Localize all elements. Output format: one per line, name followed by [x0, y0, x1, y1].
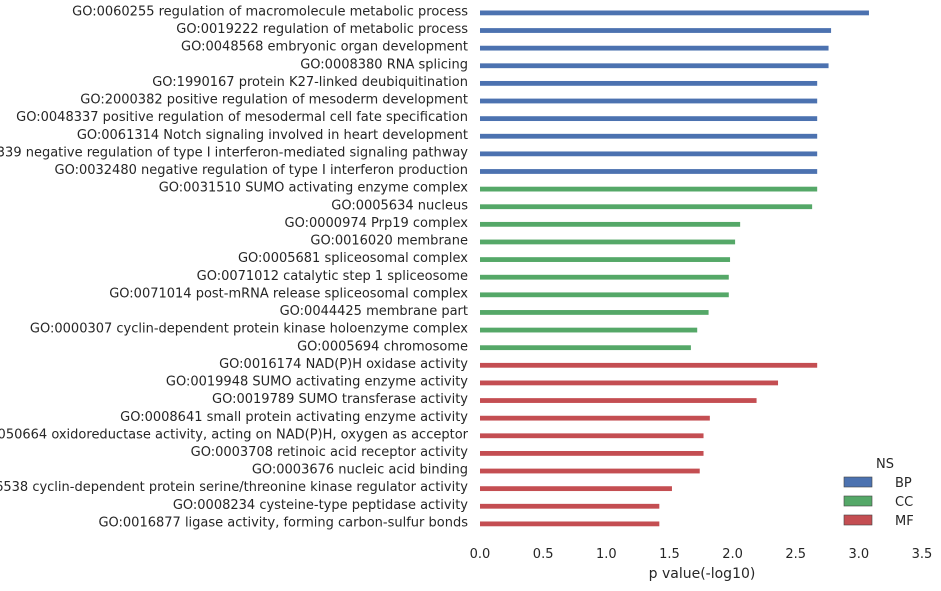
- x-tick-label: 1.0: [596, 547, 617, 562]
- bar-bp: [480, 10, 869, 16]
- category-label: GO:0032480 negative regulation of type I…: [55, 163, 469, 178]
- legend-swatch-cc: [843, 495, 873, 507]
- legend-label-cc: CC: [895, 495, 913, 510]
- category-label: GO:0003708 retinoic acid receptor activi…: [191, 445, 469, 460]
- category-label: GO:0048337 positive regulation of mesode…: [16, 110, 468, 125]
- bar-mf: [480, 433, 704, 439]
- legend-swatch-bp: [843, 476, 873, 488]
- category-label: GO:0003676 nucleic acid binding: [252, 463, 468, 478]
- category-label: GO:0048568 embryonic organ development: [181, 40, 468, 55]
- category-label: GO:0016538 cyclin-dependent protein seri…: [0, 480, 468, 495]
- bar-mf: [480, 521, 660, 527]
- bar-cc: [480, 327, 698, 333]
- bar-bp: [480, 45, 829, 51]
- category-label: GO:1990167 protein K27-linked deubiquiti…: [152, 75, 468, 90]
- x-tick-label: 0.5: [533, 547, 554, 562]
- bar-mf: [480, 486, 672, 492]
- legend-title: NS: [876, 457, 894, 472]
- x-tick-label: 2.0: [722, 547, 743, 562]
- bar-mf: [480, 380, 779, 386]
- category-label: GO:0005681 spliceosomal complex: [238, 251, 468, 266]
- bar-cc: [480, 257, 731, 262]
- legend-label-bp: BP: [895, 476, 912, 491]
- bars-layer: [480, 10, 869, 527]
- x-tick-label: 0.0: [470, 547, 491, 562]
- x-tick-labels: 0.0 0.5 1.0 1.5 2.0 2.5 3.0 3.5: [470, 547, 933, 562]
- bar-mf: [480, 503, 660, 509]
- x-tick-label: 1.5: [659, 547, 680, 562]
- category-label: GO:0016877 ligase activity, forming carb…: [98, 515, 468, 530]
- category-label: GO:0044425 membrane part: [280, 304, 468, 319]
- category-label: GO:0019948 SUMO activating enzyme activi…: [166, 375, 468, 390]
- bar-cc: [480, 221, 741, 227]
- bar-bp: [480, 116, 818, 122]
- category-label: GO:0071014 post-mRNA release spliceosoma…: [109, 286, 468, 301]
- bar-cc: [480, 292, 729, 298]
- bar-mf: [480, 468, 700, 474]
- bar-mf: [480, 398, 757, 403]
- bar-cc: [480, 345, 691, 351]
- bar-cc: [480, 310, 709, 315]
- x-axis-label: p value(-log10): [649, 566, 756, 582]
- category-label: GO:0008380 RNA splicing: [300, 57, 468, 72]
- bar-cc: [480, 239, 736, 245]
- bar-bp: [480, 80, 818, 86]
- category-label: GO:0019222 regulation of metabolic proce…: [176, 22, 468, 37]
- category-label: GO:0000974 Prp19 complex: [285, 216, 469, 231]
- x-tick-label: 3.0: [849, 547, 870, 562]
- bar-mf: [480, 362, 818, 368]
- bar-bp: [480, 133, 818, 139]
- bar-mf: [480, 451, 704, 456]
- category-label: GO:0008641 small protein activating enzy…: [120, 410, 468, 425]
- category-label: GO:2000382 positive regulation of mesode…: [80, 93, 468, 108]
- category-label: GO:0005694 chromosome: [297, 339, 468, 354]
- bar-mf: [480, 415, 710, 421]
- category-label: GO:0060339 negative regulation of type I…: [0, 145, 468, 160]
- bar-bp: [480, 63, 829, 69]
- bar-cc: [480, 186, 818, 192]
- category-label: GO:0000307 cyclin-dependent protein kina…: [30, 322, 468, 337]
- legend-swatch-mf: [843, 514, 873, 526]
- category-labels: GO:0060255 regulation of macromolecule m…: [0, 5, 469, 531]
- category-label: GO:0005634 nucleus: [331, 198, 468, 213]
- legend-label-mf: MF: [895, 514, 914, 529]
- bar-bp: [480, 98, 818, 104]
- bar-cc: [480, 274, 729, 280]
- bar-cc: [480, 204, 813, 210]
- category-label: GO:0016020 membrane: [310, 234, 468, 249]
- bar-bp: [480, 169, 818, 174]
- bar-bp: [480, 151, 818, 157]
- category-label: GO:0031510 SUMO activating enzyme comple…: [159, 181, 469, 196]
- bar-bp: [480, 28, 832, 33]
- category-label: GO:0071012 catalytic step 1 spliceosome: [197, 269, 468, 284]
- x-tick-label: 2.5: [785, 547, 806, 562]
- category-label: GO:0019789 SUMO transferase activity: [212, 392, 468, 407]
- category-label: GO:0008234 cysteine-type peptidase activ…: [173, 498, 468, 513]
- category-label: GO:0061314 Notch signaling involved in h…: [77, 128, 468, 143]
- category-label: GO:0016174 NAD(P)H oxidase activity: [219, 357, 468, 372]
- category-label: GO:0060255 regulation of macromolecule m…: [72, 5, 468, 20]
- x-tick-label: 3.5: [912, 547, 933, 562]
- category-label: GO:0050664 oxidoreductase activity, acti…: [0, 427, 469, 442]
